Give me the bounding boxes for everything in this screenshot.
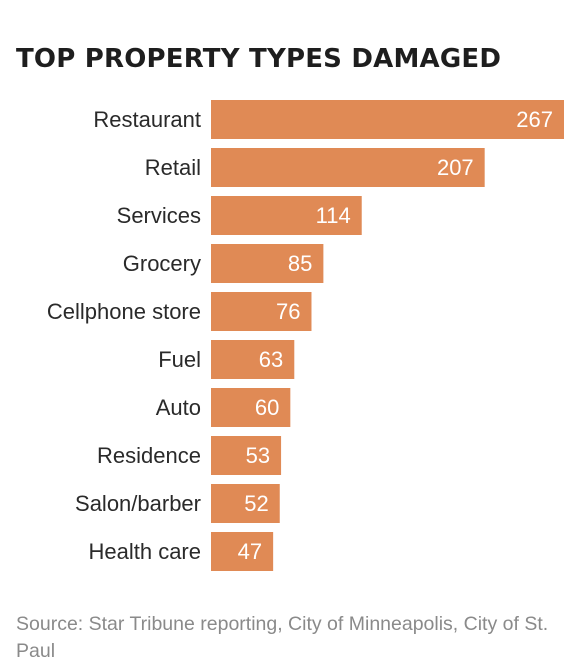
bar-auto: [211, 388, 291, 427]
category-label: Cellphone store: [47, 299, 201, 324]
bars-layer: Restaurant 267 Retail 207 Services 114 Grocery…: [47, 100, 564, 571]
category-label: Auto: [156, 395, 201, 420]
bar-fuel: [211, 340, 295, 379]
value-label: 267: [516, 107, 553, 132]
value-label: 76: [276, 299, 300, 324]
value-label: 52: [244, 491, 268, 516]
category-label: Restaurant: [93, 107, 201, 132]
bar-chart: Restaurant 267 Retail 207 Services 114 Grocery…: [47, 100, 564, 571]
category-label: Salon/barber: [75, 491, 201, 516]
bar-grocery: [211, 244, 324, 283]
value-label: 63: [259, 347, 283, 372]
bar-restaurant: [211, 100, 564, 139]
category-label: Fuel: [158, 347, 201, 372]
value-label: 47: [238, 539, 262, 564]
category-label: Grocery: [123, 251, 201, 276]
category-label: Retail: [145, 155, 201, 180]
bar-retail: [211, 148, 485, 187]
category-label: Health care: [88, 539, 201, 564]
category-label: Residence: [97, 443, 201, 468]
chart-title: TOP PROPERTY TYPES DAMAGED: [16, 44, 502, 74]
category-label: Services: [117, 203, 201, 228]
bar-services: [211, 196, 362, 235]
value-label: 53: [246, 443, 270, 468]
value-label: 207: [437, 155, 474, 180]
value-label: 60: [255, 395, 279, 420]
source-note: Source: Star Tribune reporting, City of …: [16, 613, 549, 662]
bar-salon-barber: [211, 484, 280, 523]
bar-cellphone-store: [211, 292, 312, 331]
bar-residence: [211, 436, 282, 475]
value-label: 85: [288, 251, 312, 276]
bar-health-care: [211, 532, 274, 571]
value-label: 114: [316, 203, 351, 228]
